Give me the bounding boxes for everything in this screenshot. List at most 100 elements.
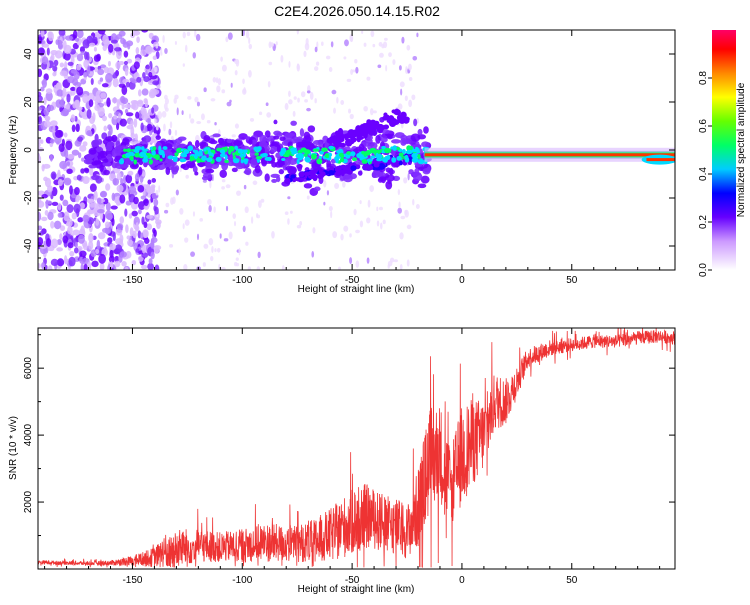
noise-blob: [152, 227, 156, 234]
noise-blob: [146, 223, 152, 231]
noise-blob: [236, 190, 242, 196]
noise-blob: [59, 62, 65, 68]
noise-blob: [133, 196, 139, 205]
noise-blob: [111, 192, 116, 201]
noise-blob: [221, 64, 227, 72]
trace-blob: [296, 163, 303, 169]
branch-blob: [327, 170, 335, 176]
noise-blob: [84, 51, 88, 60]
noise-blob: [349, 34, 354, 42]
noise-blob: [303, 50, 307, 58]
noise-blob: [91, 260, 99, 268]
noise-blob: [128, 185, 137, 195]
trace-blob: [170, 161, 176, 167]
trace-blob: [231, 161, 241, 167]
noise-blob: [110, 39, 118, 44]
noise-blob: [38, 231, 45, 236]
noise-blob: [130, 120, 134, 127]
branch-blob: [355, 129, 361, 136]
noise-blob: [135, 47, 140, 55]
noise-blob: [221, 267, 226, 270]
noise-blob: [103, 125, 108, 132]
noise-blob: [45, 88, 53, 94]
noise-blob: [296, 224, 302, 229]
noise-blob: [119, 234, 124, 243]
noise-blob: [228, 231, 233, 240]
noise-blob: [407, 172, 410, 181]
noise-blob: [147, 179, 152, 185]
noise-blob: [299, 220, 303, 226]
noise-blob: [147, 262, 154, 270]
trace-blob: [201, 176, 209, 181]
noise-blob: [359, 220, 364, 228]
noise-blob: [50, 50, 58, 56]
noise-blob: [66, 93, 71, 103]
noise-blob: [340, 233, 344, 241]
noise-blob: [70, 114, 76, 123]
noise-blob: [182, 223, 185, 230]
trace-blob: [302, 135, 312, 143]
core-blob: [206, 157, 213, 163]
noise-blob: [47, 185, 53, 193]
trace-blob: [231, 167, 238, 173]
trace-blob: [259, 134, 267, 143]
noise-blob: [221, 186, 225, 190]
noise-blob: [387, 264, 390, 269]
trace-blob: [410, 133, 421, 142]
noise-blob: [366, 217, 371, 224]
core-blob: [346, 151, 352, 155]
noise-blob: [87, 209, 93, 215]
branch-blob: [320, 171, 326, 177]
trace-blob: [417, 183, 427, 189]
noise-blob: [121, 97, 129, 105]
noise-blob: [41, 194, 48, 199]
trace-blob: [270, 145, 278, 153]
noise-blob: [304, 42, 310, 51]
branch-blob: [382, 115, 389, 121]
trace-blob: [284, 132, 293, 138]
noise-blob: [73, 71, 80, 80]
noise-blob: [38, 211, 42, 222]
noise-blob: [63, 148, 69, 159]
trace-blob: [111, 162, 118, 169]
noise-blob: [125, 250, 132, 259]
noise-blob: [118, 113, 122, 119]
core-blob: [125, 152, 130, 158]
branch-blob: [290, 174, 296, 179]
noise-blob: [154, 264, 160, 270]
noise-blob: [293, 96, 297, 100]
noise-blob: [108, 125, 113, 136]
core-blob: [282, 153, 290, 158]
noise-blob: [140, 49, 147, 57]
branch-blob: [340, 169, 347, 174]
noise-blob: [81, 157, 85, 162]
noise-blob: [95, 248, 100, 254]
snr-x-axis: -150 -100 -50 0 50: [44, 328, 661, 586]
noise-blob: [211, 245, 214, 253]
trace-blob: [91, 174, 100, 181]
noise-blob: [131, 79, 138, 84]
noise-blob: [77, 217, 84, 223]
noise-blob: [44, 209, 49, 216]
noise-blob: [92, 112, 96, 122]
core-blob: [339, 157, 345, 163]
noise-blob: [230, 82, 233, 88]
trace-blob: [401, 139, 411, 145]
noise-blob: [121, 104, 125, 110]
trace-blob: [233, 140, 243, 147]
trace-blob: [303, 183, 313, 189]
noise-blob: [343, 56, 347, 60]
noise-blob: [238, 247, 241, 256]
noise-blob: [127, 42, 131, 50]
noise-blob: [70, 86, 76, 91]
trace-blob: [248, 139, 253, 145]
branch-blob: [337, 127, 344, 136]
core-blob: [406, 145, 412, 151]
snr-y-tick-label: 4000: [23, 424, 34, 447]
noise-blob: [48, 31, 54, 42]
noise-blob: [256, 266, 261, 270]
core-blob: [381, 145, 386, 150]
core-blob: [133, 159, 137, 165]
noise-blob: [121, 261, 127, 267]
noise-blob: [190, 118, 195, 124]
